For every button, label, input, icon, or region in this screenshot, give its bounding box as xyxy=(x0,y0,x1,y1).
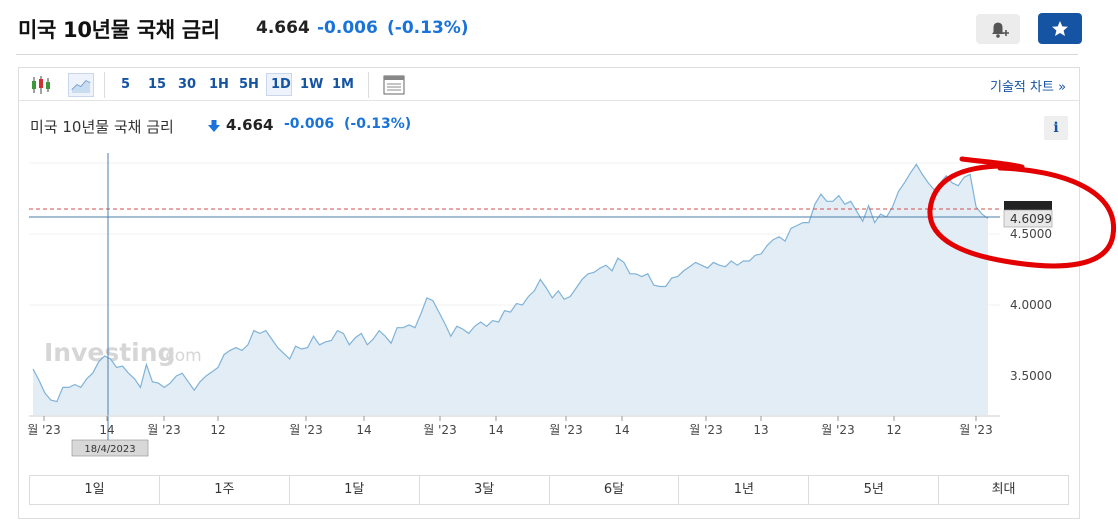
period-1d[interactable]: 1일 xyxy=(30,476,160,504)
star-icon xyxy=(1052,21,1068,36)
period-1w[interactable]: 1주 xyxy=(160,476,290,504)
last-price-label: 4.6099 xyxy=(1010,212,1052,226)
page-title: 미국 10년물 국채 금리 xyxy=(18,18,220,42)
last-price-tag xyxy=(1003,209,1053,228)
x-axis: 월 '23 14 월 '23 12 월 '23 14 월 '23 14 월 '23 14 월 '23… xyxy=(27,415,1000,437)
header-price: 4.664 xyxy=(256,18,310,38)
y-axis: 3.5000 4.0000 4.5000 xyxy=(1010,227,1052,383)
x-tick-label: 월 '23 xyxy=(423,423,456,437)
x-tick-label: 월 '23 xyxy=(959,423,992,437)
area-chart-icon xyxy=(71,80,91,93)
chart-widget xyxy=(18,67,1080,519)
y-tick-label: 4.0000 xyxy=(1010,298,1052,312)
x-tick-label: 월 '23 xyxy=(689,423,722,437)
chart-price: 4.664 xyxy=(226,116,274,134)
table-icon xyxy=(383,75,405,95)
active-timeframe-highlight xyxy=(266,73,292,96)
x-tick-label: 12 xyxy=(886,423,901,437)
timeframe-1d[interactable]: 1D xyxy=(271,77,291,92)
y-tick-label: 4.5000 xyxy=(1010,227,1052,241)
x-tick-label: 월 '23 xyxy=(549,423,582,437)
toolbar-divider xyxy=(368,72,369,98)
toolbar-divider xyxy=(104,72,105,98)
timeframe-1m[interactable]: 1M xyxy=(332,77,354,92)
red-annotation xyxy=(927,156,1116,269)
area-fill xyxy=(33,164,988,415)
period-selector: 1일 1주 1달 3달 6달 1년 5년 최대 xyxy=(29,475,1069,505)
timeframe-1h[interactable]: 1H xyxy=(209,77,229,92)
crosshair-date-label: 18/4/2023 xyxy=(84,444,135,455)
x-tick-label: 월 '23 xyxy=(27,423,60,437)
arrow-down-icon xyxy=(208,120,220,132)
annotation-circle xyxy=(927,163,1116,269)
area-chart-button[interactable] xyxy=(68,73,94,97)
timeframe-5[interactable]: 5 xyxy=(121,77,131,92)
header-divider xyxy=(16,54,1078,55)
price-series-line xyxy=(32,163,989,403)
timeframe-15[interactable]: 15 xyxy=(148,77,167,92)
timeframe-1w[interactable]: 1W xyxy=(300,77,324,92)
x-tick-label: 14 xyxy=(99,423,114,437)
x-tick-label: 14 xyxy=(614,423,629,437)
watermark-suffix: .com xyxy=(160,346,202,366)
chart-change: -0.006 xyxy=(284,116,335,132)
x-tick-label: 월 '23 xyxy=(147,423,180,437)
info-button[interactable]: i xyxy=(1044,116,1068,140)
chart-change-percent: (-0.13%) xyxy=(344,116,412,132)
crosshair-date-tag xyxy=(71,439,149,457)
x-tick-label: 12 xyxy=(210,423,225,437)
prev-close-price-tag xyxy=(1004,201,1052,210)
y-tick-label: 3.5000 xyxy=(1010,369,1052,383)
technical-chart-link[interactable]: 기술적 차트 » xyxy=(990,80,1067,95)
annotation-stroke xyxy=(959,156,1025,170)
header-change-percent: (-0.13%) xyxy=(387,18,469,38)
chart-title: 미국 10년물 국채 금리 xyxy=(30,118,174,136)
candlestick-chart-button[interactable] xyxy=(28,73,54,97)
timeframe-30[interactable]: 30 xyxy=(178,77,197,92)
price-chart[interactable]: Investing .com 4.6099 3.50004.00004.5000… xyxy=(0,0,1118,470)
toolbar-divider-line xyxy=(19,100,1079,101)
add-alert-button[interactable] xyxy=(976,14,1020,44)
period-5y[interactable]: 5년 xyxy=(809,476,940,504)
period-1m[interactable]: 1달 xyxy=(290,476,420,504)
period-3m[interactable]: 3달 xyxy=(420,476,550,504)
period-1y[interactable]: 1년 xyxy=(679,476,810,504)
header-change: -0.006 xyxy=(317,18,378,38)
candlestick-icon xyxy=(32,76,50,94)
period-max[interactable]: 최대 xyxy=(991,482,1016,497)
bell-plus-icon xyxy=(992,22,1009,38)
x-tick-label: 14 xyxy=(488,423,503,437)
period-6m[interactable]: 6달 xyxy=(550,476,680,504)
x-tick-label: 월 '23 xyxy=(821,423,854,437)
x-tick-label: 13 xyxy=(753,423,768,437)
add-to-watchlist-button[interactable] xyxy=(1038,13,1082,44)
data-table-button[interactable] xyxy=(381,73,407,97)
x-tick-label: 14 xyxy=(356,423,371,437)
timeframe-5h[interactable]: 5H xyxy=(239,77,259,92)
x-tick-label: 월 '23 xyxy=(289,423,322,437)
